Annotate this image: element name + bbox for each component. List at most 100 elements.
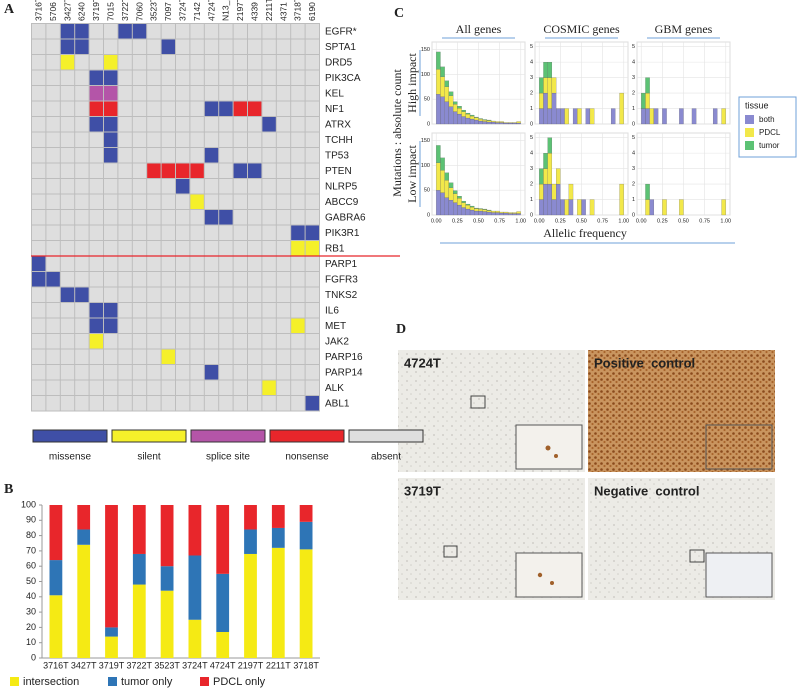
- x-tick-label: 3523T: [154, 660, 180, 670]
- mutation-cell: [89, 396, 103, 411]
- mutation-cell: [305, 225, 319, 240]
- mutation-cell: [118, 380, 132, 395]
- mutation-cell: [276, 256, 291, 271]
- hist-bar: [516, 122, 521, 125]
- bar-segment: [216, 505, 230, 574]
- mutation-cell: [276, 101, 291, 116]
- mutation-cell: [75, 241, 89, 256]
- mutation-cell: [190, 24, 204, 39]
- mutation-cell: [204, 163, 219, 178]
- hist-bar: [556, 168, 561, 185]
- gene-label: EGFR*: [325, 26, 357, 37]
- stained-cell: [545, 445, 551, 451]
- mutation-cell: [132, 287, 147, 302]
- mutation-cell: [147, 334, 161, 349]
- mutation-cell: [219, 272, 233, 287]
- mutation-cell: [248, 396, 262, 411]
- mutation-cell: [233, 396, 247, 411]
- column-label: 3724T: [177, 0, 187, 21]
- hist-bar: [721, 108, 726, 125]
- y-tick-label: 100: [421, 163, 430, 169]
- mutation-cell: [132, 225, 147, 240]
- mutation-cell: [32, 101, 46, 116]
- mutation-cell: [60, 287, 75, 302]
- mutation-cell: [104, 24, 118, 39]
- heatmap-background: [31, 23, 320, 412]
- column-label: N13_1520: [221, 0, 231, 21]
- mutation-cell: [161, 194, 175, 209]
- y-tick-label: 2: [632, 91, 635, 97]
- mutation-cell: [190, 396, 204, 411]
- mutation-cell: [104, 101, 118, 116]
- column-label: 3716T: [33, 0, 43, 21]
- mutation-cell: [248, 210, 262, 225]
- hist-bar: [556, 183, 561, 216]
- gene-label: JAK2: [325, 336, 349, 347]
- mutation-cell: [118, 225, 132, 240]
- mutation-cell: [291, 39, 305, 54]
- hist-bar: [486, 120, 492, 123]
- stained-cell: [537, 572, 543, 578]
- mutation-cell: [104, 70, 118, 85]
- mutation-cell: [118, 117, 132, 132]
- mutation-cell: [75, 70, 89, 85]
- mutation-cell: [233, 272, 247, 287]
- mutation-cell: [60, 117, 75, 132]
- mutation-cell: [104, 241, 118, 256]
- mutation-cell: [305, 287, 319, 302]
- hist-bar: [610, 108, 616, 125]
- mutation-cell: [219, 287, 233, 302]
- mutation-cell: [233, 287, 247, 302]
- mutation-cell: [147, 101, 161, 116]
- mutation-cell: [276, 365, 291, 380]
- hist-bar: [465, 113, 471, 119]
- column-label: 6240: [77, 2, 87, 21]
- gene-label: NLRP5: [325, 181, 358, 192]
- hist-bar: [469, 209, 475, 216]
- hist-bar: [486, 121, 492, 125]
- mutation-cell: [291, 225, 305, 240]
- mutation-cell: [60, 24, 75, 39]
- mutation-cell: [132, 241, 147, 256]
- hist-bar: [440, 157, 445, 171]
- hist-bar: [495, 122, 500, 125]
- mutation-cell: [219, 39, 233, 54]
- mutation-cell: [46, 39, 60, 54]
- mutation-cell: [219, 117, 233, 132]
- hist-bar: [453, 104, 458, 112]
- mutation-cell: [132, 55, 147, 70]
- hist-bar: [662, 199, 667, 216]
- y-tick-label: 5: [530, 135, 533, 141]
- mutation-cell: [291, 101, 305, 116]
- mutation-cell: [75, 101, 89, 116]
- mutation-cell: [75, 365, 89, 380]
- mutation-cell: [291, 334, 305, 349]
- mutation-cell: [46, 256, 60, 271]
- hist-bar: [641, 108, 646, 125]
- hist-bar: [469, 205, 475, 208]
- mutation-cell: [190, 365, 204, 380]
- mutation-cell: [104, 272, 118, 287]
- y-tick-label: 2: [632, 182, 635, 188]
- column-label: 6190: [307, 2, 317, 21]
- x-tick-label: 2197T: [238, 660, 264, 670]
- hist-bar: [469, 115, 475, 120]
- x-tick-label: 0.00: [431, 218, 442, 224]
- mutation-cell: [132, 148, 147, 163]
- mutation-cell: [233, 39, 247, 54]
- mutation-cell: [262, 70, 276, 85]
- mutation-cell: [75, 39, 89, 54]
- mutation-cell: [219, 303, 233, 318]
- hist-bar: [469, 114, 475, 117]
- image-label: 4724T: [404, 355, 441, 370]
- mutation-cell: [46, 101, 60, 116]
- mutation-cell: [89, 225, 103, 240]
- mutation-cell: [32, 24, 46, 39]
- mutation-cell: [147, 287, 161, 302]
- mutation-cell: [190, 86, 204, 101]
- hist-bar: [436, 69, 441, 95]
- x-tick-label: 0.00: [534, 218, 545, 224]
- mutation-cell: [176, 272, 190, 287]
- mutation-cell: [276, 70, 291, 85]
- mutation-cell: [190, 39, 204, 54]
